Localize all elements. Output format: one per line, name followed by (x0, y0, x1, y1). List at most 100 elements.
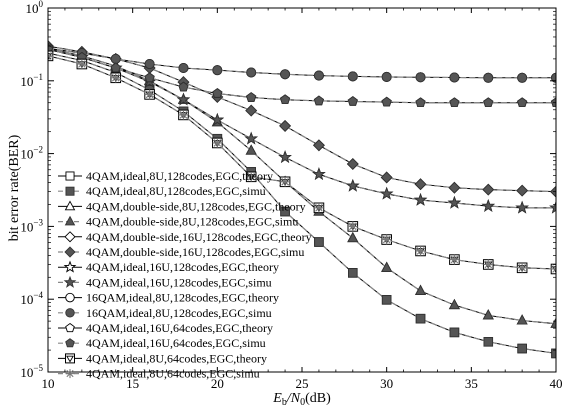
series-7-point-9 (346, 178, 360, 192)
series-13-point-4 (178, 110, 189, 120)
series-line-13 (48, 55, 556, 270)
series-11-point-13-shape (483, 97, 494, 108)
x-axis-title-sub-b: b (282, 397, 287, 408)
x-axis-title-sub-0: 0 (300, 397, 305, 408)
series-11-point-10 (381, 96, 392, 107)
series-13-point-15-stroke (552, 265, 556, 270)
series-3-point-10 (381, 261, 393, 272)
series-11-point-10-shape (381, 96, 392, 107)
series-13-point-12 (449, 254, 460, 265)
series-11-point-4-shape (178, 81, 189, 92)
legend-marker-9-shape (65, 308, 75, 318)
series-9-point-3-shape (144, 59, 155, 70)
legend-marker-7-shape (63, 275, 77, 288)
series-line-8 (48, 47, 556, 79)
legend-label-4: 4QAM,double-side,16U,128codes,EGC,theory (86, 230, 312, 244)
series-13-point-11-stroke (416, 247, 425, 255)
series-7-point-7-shape (278, 150, 292, 163)
series-13-point-7 (280, 176, 290, 187)
legend-label-3: 4QAM,double-side,8U,128codes,EGC,simu (86, 215, 298, 229)
legend-marker-12-tri (66, 355, 74, 363)
legend-marker-13 (65, 369, 75, 379)
series-13-point-6-stroke (247, 173, 255, 181)
legend-marker-2 (64, 200, 76, 211)
legend-marker-4 (64, 231, 76, 243)
series-11-point-7 (279, 94, 291, 105)
series-13-point-5 (212, 138, 223, 148)
series-11-point-8 (313, 95, 325, 106)
legend-marker-5 (64, 246, 76, 258)
series-13-point-14 (517, 262, 527, 273)
legend-marker-5-shape (64, 246, 76, 258)
series-3-point-9-shape (347, 231, 359, 243)
series-11-point-7-shape (279, 94, 291, 105)
legend: 4QAM,ideal,8U,128codes,EGC,theory 4QAM,id… (58, 169, 312, 381)
series-13-point-13-stroke (484, 260, 493, 269)
series-5-point-11-shape (414, 178, 427, 191)
y-tick-label-exp-4: −4 (33, 290, 43, 300)
series-5-point-12 (448, 181, 461, 194)
series-7-point-13-shape (481, 199, 495, 212)
legend-marker-8 (65, 292, 75, 303)
legend-label-10: 4QAM,ideal,16U,64codes,EGC,theory (86, 321, 273, 335)
legend-marker-2-shape (64, 200, 76, 211)
series-1-point-14 (517, 343, 527, 354)
legend-label-0: 4QAM,ideal,8U,128codes,EGC,theory (86, 169, 273, 183)
series-1-point-10 (381, 295, 392, 305)
series-13-point-10-stroke (382, 235, 391, 244)
series-11-point-9-shape (347, 96, 358, 106)
series-11-point-4 (178, 81, 189, 92)
series-13-point-8-stroke (315, 204, 323, 212)
series-3-point-9 (347, 231, 359, 243)
series-9-point-9-shape (347, 71, 358, 82)
x-axis-title: Eb/N0(dB) (272, 391, 331, 408)
series-11-point-5-shape (212, 88, 223, 98)
series-11-point-3 (144, 72, 155, 83)
legend-marker-3-shape (64, 215, 76, 226)
legend-marker-11 (65, 338, 75, 348)
series-5-point-8 (313, 139, 325, 152)
series-13-point-7-stroke (281, 178, 289, 186)
legend-label-6: 4QAM,ideal,16U,128codes,EGC,theory (86, 260, 279, 274)
series-1-point-11 (415, 313, 426, 324)
series-7-point-6 (244, 131, 258, 145)
legend-marker-10 (65, 322, 75, 333)
series-9-point-13-shape (483, 72, 494, 83)
series-9-point-12-shape (449, 72, 460, 83)
legend-label-2: 4QAM,double-side,8U,128codes,EGC,theory (86, 199, 306, 213)
series-11-point-14-shape (517, 97, 528, 108)
series-7-point-14-shape (515, 200, 529, 214)
series-5-point-6 (245, 104, 258, 117)
series-3-point-10-shape (381, 261, 393, 272)
series-7-point-12 (447, 195, 462, 209)
series-13-point-11 (415, 246, 426, 256)
series-5-point-14 (516, 184, 529, 197)
x-tick-label-6: 40 (550, 376, 563, 391)
series-13-point-13 (483, 259, 494, 270)
series-9-point-14 (517, 72, 528, 83)
legend-marker-10-shape (65, 322, 75, 333)
series-5-point-13 (482, 183, 495, 196)
series-11-point-14 (517, 97, 528, 108)
y-tick-label-4: 10−4 (20, 290, 43, 307)
legend-label-11: 4QAM,ideal,16U,64codes,EGC,simu (86, 336, 266, 350)
series-line-3 (48, 47, 556, 325)
series-13-point-3 (144, 89, 155, 100)
series-line-7 (48, 48, 556, 209)
series-7-point-10 (379, 186, 394, 200)
series-11-point-11-shape (415, 97, 426, 108)
series-3-point-13-shape (482, 309, 494, 320)
legend-marker-11-shape (65, 338, 75, 348)
series-1-point-7-shape (280, 206, 290, 217)
series-1-point-10-shape (381, 295, 392, 305)
series-9-point-6 (246, 67, 257, 78)
series-13-point-6 (246, 172, 256, 182)
series-13-point-12-stroke (450, 255, 459, 264)
series-9-point-4 (178, 62, 189, 73)
y-tick-label-exp-1: −1 (33, 72, 43, 82)
y-tick-label-1: 10−1 (20, 72, 43, 89)
legend-marker-9 (65, 308, 75, 318)
legend-label-8: 16QAM,ideal,8U,128codes,EGC,theory (86, 291, 279, 305)
y-tick-label-base-1: 10 (20, 74, 33, 89)
x-tick-label-0: 10 (42, 376, 55, 391)
